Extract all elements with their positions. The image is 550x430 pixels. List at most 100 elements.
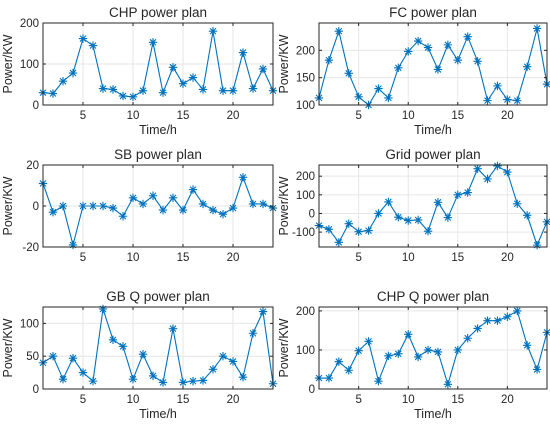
data-point [178, 205, 188, 215]
x-axis-label: Time/h [139, 123, 177, 137]
x-tick-label: 10 [127, 252, 140, 264]
data-point [503, 312, 512, 321]
data-point [68, 240, 78, 250]
data-point [463, 334, 472, 343]
y-tick-label: 100 [296, 190, 315, 202]
data-point [98, 304, 108, 314]
data-point [218, 352, 228, 361]
data-point [208, 27, 218, 36]
data-point [522, 62, 532, 71]
x-tick-label: 15 [177, 394, 190, 406]
data-point [433, 65, 443, 74]
data-point [78, 368, 88, 377]
y-tick-label: 0 [33, 100, 39, 112]
data-point [48, 207, 58, 217]
data-point [118, 91, 128, 101]
data-point [354, 227, 363, 236]
data-point [68, 68, 78, 78]
subplot-title: CHP power plan [109, 5, 207, 20]
data-point [503, 95, 512, 104]
y-tick-label: 200 [296, 306, 315, 318]
data-point [238, 173, 248, 182]
y-tick-label: 100 [20, 318, 39, 330]
data-point [98, 84, 108, 93]
y-tick-label: 20 [26, 160, 39, 172]
data-point [228, 203, 238, 213]
data-point [344, 219, 353, 228]
y-tick-label: 0 [33, 384, 39, 396]
data-point [374, 209, 383, 218]
y-axis-label: Power/KW [277, 34, 291, 93]
data-point [513, 306, 522, 316]
data-point [532, 365, 542, 374]
data-point [218, 210, 228, 219]
data-point [493, 316, 502, 325]
data-point [158, 205, 168, 215]
data-point [188, 185, 198, 194]
data-point [208, 365, 218, 374]
plot-area [43, 307, 273, 389]
axes-box [318, 22, 548, 106]
data-point [413, 352, 423, 362]
data-point [168, 324, 178, 333]
data-point [258, 199, 268, 209]
data-point [324, 373, 334, 383]
data-point [354, 346, 363, 355]
data-point [48, 89, 58, 98]
data-point [503, 167, 512, 177]
axes-box [42, 306, 274, 390]
data-point [228, 357, 238, 366]
x-tick-label: 5 [355, 394, 361, 406]
data-point [158, 378, 168, 387]
y-tick-label: 150 [296, 73, 315, 85]
x-axis-label: Time/h [139, 407, 177, 421]
data-point [258, 307, 268, 316]
subplot-4: 5 10 15 20 -100 0 100 200 Grid power plan Power/K… [277, 147, 550, 264]
data-point [423, 345, 433, 355]
x-tick-label: 10 [127, 110, 140, 122]
x-tick-label: 10 [402, 110, 415, 122]
data-point [218, 86, 228, 95]
data-point [228, 86, 238, 95]
x-axis-label: Time/h [414, 407, 452, 421]
data-point [248, 329, 258, 338]
x-tick-label: 10 [402, 252, 415, 264]
axes-box [318, 164, 548, 248]
data-point [158, 88, 168, 97]
subplot-title: CHP Q power plan [377, 289, 489, 304]
subplot-5: 5 10 15 20 0 50 100 GB Q power plan Time/h Power/… [1, 289, 278, 421]
x-tick-label: 5 [80, 394, 86, 406]
subplot-2: 5 10 15 20 100 150 200 FC power plan Time/h Power… [277, 5, 550, 137]
data-point [384, 93, 393, 103]
data-point [138, 350, 148, 359]
y-axis-label: Power/KW [1, 176, 15, 235]
data-point [78, 34, 88, 43]
x-tick-label: 15 [177, 252, 190, 264]
x-tick-label: 5 [80, 110, 86, 122]
y-tick-label: 50 [26, 351, 39, 363]
data-point [344, 366, 353, 375]
y-tick-label: 0 [309, 208, 315, 220]
plot-area [319, 165, 547, 247]
data-point [248, 84, 258, 93]
data-point [188, 376, 198, 386]
plot-area [319, 307, 547, 389]
data-point [128, 92, 138, 101]
data-point [108, 335, 118, 344]
data-point [148, 371, 158, 381]
data-point [198, 199, 208, 209]
data-point [404, 47, 413, 56]
data-point [483, 316, 492, 325]
data-point [138, 199, 148, 209]
subplot-title: SB power plan [114, 147, 202, 162]
data-point [394, 212, 403, 222]
data-point [423, 226, 433, 236]
data-point [473, 57, 482, 66]
data-point [138, 86, 148, 95]
y-tick-label: -20 [22, 242, 39, 254]
data-point [128, 193, 138, 202]
data-point [58, 374, 68, 384]
data-point [168, 193, 178, 202]
